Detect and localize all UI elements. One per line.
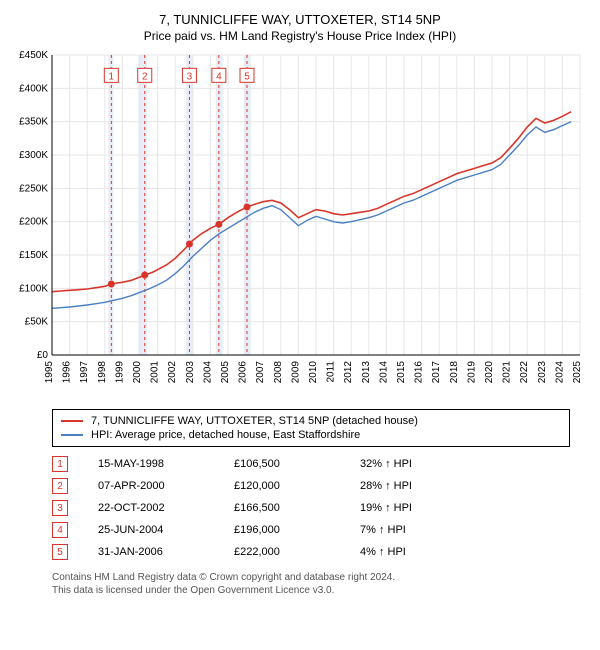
- legend-item: 7, TUNNICLIFFE WAY, UTTOXETER, ST14 5NP …: [61, 414, 561, 428]
- svg-text:2008: 2008: [273, 361, 284, 384]
- sale-diff: 32% ↑ HPI: [360, 458, 460, 470]
- sale-date: 22-OCT-2002: [98, 502, 228, 514]
- svg-text:£0: £0: [37, 350, 49, 361]
- svg-text:2023: 2023: [537, 361, 548, 384]
- svg-text:£450K: £450K: [19, 50, 48, 61]
- svg-text:2: 2: [142, 71, 148, 82]
- sale-diff: 7% ↑ HPI: [360, 524, 460, 536]
- svg-text:2010: 2010: [308, 361, 319, 384]
- svg-text:2015: 2015: [396, 361, 407, 384]
- svg-text:2022: 2022: [519, 361, 530, 384]
- sale-date: 15-MAY-1998: [98, 458, 228, 470]
- sale-marker-number: 4: [52, 522, 68, 538]
- svg-text:2019: 2019: [466, 361, 477, 384]
- svg-text:2000: 2000: [132, 361, 143, 384]
- sale-price: £166,500: [234, 502, 354, 514]
- chart-container: 7, TUNNICLIFFE WAY, UTTOXETER, ST14 5NP …: [0, 0, 600, 605]
- svg-text:£200K: £200K: [19, 217, 48, 228]
- sale-diff: 19% ↑ HPI: [360, 502, 460, 514]
- legend-swatch: [61, 434, 83, 436]
- svg-text:1999: 1999: [114, 361, 125, 384]
- svg-text:2009: 2009: [290, 361, 301, 384]
- svg-text:£400K: £400K: [19, 83, 48, 94]
- svg-text:2007: 2007: [255, 361, 266, 384]
- svg-text:£350K: £350K: [19, 117, 48, 128]
- sale-price: £106,500: [234, 458, 354, 470]
- svg-text:£100K: £100K: [19, 283, 48, 294]
- svg-text:2025: 2025: [572, 361, 583, 384]
- svg-text:2020: 2020: [484, 361, 495, 384]
- svg-text:1998: 1998: [97, 361, 108, 384]
- line-chart: 1 2 3 4 5 £0 £50K £100K £150K £200K £250K £300K £350…: [10, 49, 590, 399]
- footer-attribution: Contains HM Land Registry data © Crown c…: [52, 571, 570, 597]
- svg-text:2013: 2013: [361, 361, 372, 384]
- sales-table: 1 15-MAY-1998 £106,500 32% ↑ HPI 2 07-APR-200…: [52, 453, 570, 563]
- sale-row: 4 25-JUN-2004 £196,000 7% ↑ HPI: [52, 519, 570, 541]
- svg-text:2004: 2004: [202, 361, 213, 384]
- svg-text:2016: 2016: [414, 361, 425, 384]
- sale-marker-number: 5: [52, 544, 68, 560]
- svg-text:2024: 2024: [554, 361, 565, 384]
- sale-price: £196,000: [234, 524, 354, 536]
- svg-text:1995: 1995: [44, 361, 55, 384]
- svg-text:1: 1: [109, 71, 115, 82]
- svg-text:5: 5: [244, 71, 250, 82]
- sale-diff: 4% ↑ HPI: [360, 546, 460, 558]
- footer-line-2: This data is licensed under the Open Gov…: [52, 584, 570, 597]
- svg-text:2018: 2018: [449, 361, 460, 384]
- chart-subtitle: Price paid vs. HM Land Registry's House …: [10, 29, 590, 43]
- sale-row: 3 22-OCT-2002 £166,500 19% ↑ HPI: [52, 497, 570, 519]
- svg-text:2014: 2014: [378, 361, 389, 384]
- legend-swatch: [61, 420, 83, 422]
- sale-date: 31-JAN-2006: [98, 546, 228, 558]
- sale-price: £222,000: [234, 546, 354, 558]
- svg-text:2012: 2012: [343, 361, 354, 384]
- svg-text:2011: 2011: [326, 361, 337, 383]
- sale-marker-number: 3: [52, 500, 68, 516]
- svg-text:2003: 2003: [185, 361, 196, 384]
- svg-text:2002: 2002: [167, 361, 178, 384]
- svg-text:1996: 1996: [62, 361, 73, 384]
- sale-row: 5 31-JAN-2006 £222,000 4% ↑ HPI: [52, 541, 570, 563]
- svg-text:2005: 2005: [220, 361, 231, 384]
- svg-text:1997: 1997: [79, 361, 90, 384]
- sale-date: 25-JUN-2004: [98, 524, 228, 536]
- legend-label: 7, TUNNICLIFFE WAY, UTTOXETER, ST14 5NP …: [91, 415, 418, 427]
- sale-date: 07-APR-2000: [98, 480, 228, 492]
- svg-text:2021: 2021: [502, 361, 513, 384]
- svg-text:£50K: £50K: [25, 317, 49, 328]
- footer-line-1: Contains HM Land Registry data © Crown c…: [52, 571, 570, 584]
- sale-row: 2 07-APR-2000 £120,000 28% ↑ HPI: [52, 475, 570, 497]
- svg-text:2001: 2001: [150, 361, 161, 384]
- chart-title: 7, TUNNICLIFFE WAY, UTTOXETER, ST14 5NP: [10, 12, 590, 27]
- svg-text:2017: 2017: [431, 361, 442, 384]
- sale-marker-number: 1: [52, 456, 68, 472]
- sale-price: £120,000: [234, 480, 354, 492]
- legend-label: HPI: Average price, detached house, East…: [91, 429, 360, 441]
- svg-text:£300K: £300K: [19, 150, 48, 161]
- sale-marker-number: 2: [52, 478, 68, 494]
- svg-text:£150K: £150K: [19, 250, 48, 261]
- svg-text:2006: 2006: [238, 361, 249, 384]
- svg-text:4: 4: [216, 71, 222, 82]
- svg-text:3: 3: [187, 71, 193, 82]
- sale-diff: 28% ↑ HPI: [360, 480, 460, 492]
- legend: 7, TUNNICLIFFE WAY, UTTOXETER, ST14 5NP …: [52, 409, 570, 447]
- svg-text:£250K: £250K: [19, 183, 48, 194]
- sale-row: 1 15-MAY-1998 £106,500 32% ↑ HPI: [52, 453, 570, 475]
- legend-item: HPI: Average price, detached house, East…: [61, 428, 561, 442]
